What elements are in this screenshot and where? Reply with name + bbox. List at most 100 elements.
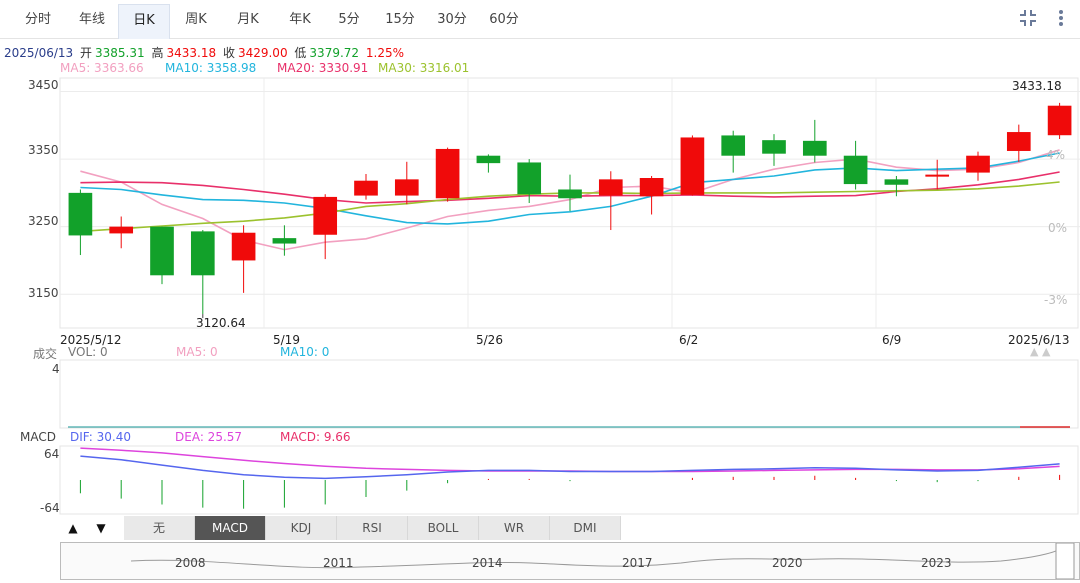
price-tick: 3150 [28,286,59,300]
price-tick: 3450 [28,78,59,92]
candle-body [721,135,746,156]
macd-dea: DEA: 25.57 [175,430,243,444]
volume-ma10: MA10: 0 [280,345,330,359]
ma10-legend: MA10: 3358.98 [165,61,257,75]
price-tick: 3350 [28,143,59,157]
tab-year-line[interactable]: 年线 [78,12,105,27]
ohlc-date: 2025/06/13 [4,46,74,60]
chart-tab-bar [0,0,1080,39]
candle-body [680,137,705,195]
date-label: 2025/5/12 [60,333,122,347]
close-label: 收 [222,46,235,60]
candle-body [1006,132,1031,151]
ma30-legend: MA30: 3316.01 [378,61,470,75]
nav-year-label: 2023 [921,556,952,570]
dif-line [80,455,1060,480]
volume-value: VOL: 0 [68,345,108,359]
open-value: 3385.31 [95,46,145,60]
nav-year-label: 2014 [472,556,503,570]
indicator-dmi[interactable]: DMI [550,516,621,540]
dea-line [80,447,1060,473]
indicator-rsi[interactable]: RSI [337,516,408,540]
tab-daily-k[interactable]: 日K [118,4,170,39]
candle-body [68,192,93,236]
ma5-legend: MA5: 3363.66 [60,61,144,75]
settings-icon[interactable] [1050,8,1072,30]
macd-pane-frame [59,445,1079,515]
close-value: 3429.00 [237,46,288,60]
date-label: 5/19 [273,333,300,347]
min-price-annotation: 3120.64 [196,316,246,330]
low-value: 3379.72 [309,46,360,60]
macd-value: MACD: 9.66 [280,430,351,444]
pct-tick: -3% [1044,293,1068,307]
indicator-boll[interactable]: BOLL [408,516,479,540]
indicator-kdj[interactable]: KDJ [266,516,337,540]
indicator-wr[interactable]: WR [479,516,550,540]
macd-axis-tick: 64 [44,447,60,461]
pct-tick: 0% [1048,221,1068,235]
tab-5min[interactable]: 5分 [338,12,360,27]
candle-body [272,238,297,244]
tab-monthly-k[interactable]: 月K [237,12,259,27]
price-tick: 3250 [28,214,59,228]
indicator-macd[interactable]: MACD [195,516,266,540]
nav-year-label: 2008 [175,556,206,570]
volume-ma5: MA5: 0 [176,345,218,359]
date-label: 2025/6/13 [1008,333,1070,347]
volume-collapse-icon[interactable]: ▲ ▲ [1030,345,1051,358]
candle-body [517,162,542,195]
candle-body [435,148,460,199]
tab-intraday[interactable]: 分时 [24,12,51,27]
high-label: 高 [151,46,164,60]
tab-weekly-k[interactable]: 周K [185,12,207,27]
pct-tick: 4% [1046,148,1066,162]
tab-yearly-k[interactable]: 年K [289,12,311,27]
nav-year-label: 2017 [622,556,653,570]
macd-title: MACD [20,430,56,444]
nav-year-label: 2011 [323,556,354,570]
open-label: 开 [80,46,93,60]
high-value: 3433.18 [166,46,217,60]
candle-body [966,155,990,173]
candle-body [109,226,134,234]
candle-body [394,179,419,196]
change-percent: 1.25% [365,46,404,60]
candle-body [1047,105,1072,136]
candle-body [313,196,338,235]
candle-body [925,174,950,177]
candle-body [150,226,174,276]
volume-pane-frame [59,359,1079,429]
candle-body [884,179,909,185]
candle-body [190,231,215,276]
candle-body [843,155,868,185]
ma10-line [80,152,1060,225]
range-navigator[interactable] [60,542,1080,580]
tab-30min[interactable]: 30分 [437,12,467,27]
candle-body [231,232,256,261]
candle-body [598,179,623,196]
tab-60min[interactable]: 60分 [489,12,519,27]
candle-body [558,189,582,199]
tab-15min[interactable]: 15分 [385,12,415,27]
date-label: 6/2 [679,333,699,347]
volume-axis-tick: 4 [52,362,60,376]
candle-body [476,155,501,164]
nav-year-label: 2020 [772,556,803,570]
indicator-prev-button[interactable]: ▲ [68,521,78,535]
candle-body [639,178,664,197]
candle-body [762,140,786,154]
macd-axis-tick: -64 [40,501,60,515]
indicator-none[interactable]: 无 [124,516,195,540]
candle-body [802,140,827,156]
date-label: 5/26 [476,333,503,347]
navigator-sparkline [130,542,1075,580]
volume-title: 成交 [33,347,58,361]
date-label: 6/9 [882,333,902,347]
compress-icon[interactable] [1017,8,1039,30]
indicator-next-button[interactable]: ▼ [96,521,106,535]
candle-body [354,180,378,196]
macd-dif: DIF: 30.40 [70,430,131,444]
